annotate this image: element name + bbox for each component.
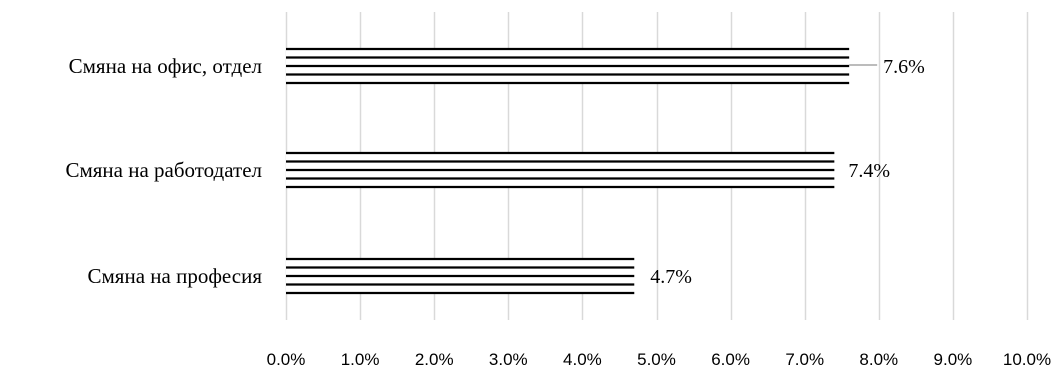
x-tick-label: 0.0% <box>267 350 306 368</box>
x-tick-label: 6.0% <box>711 350 750 368</box>
bar <box>286 257 635 295</box>
category-label: Смяна на работодател <box>65 158 262 182</box>
category-label: Смяна на професия <box>88 264 263 288</box>
data-labels: 7.6% 7.4% 4.7% <box>650 56 925 288</box>
x-tick-label: 7.0% <box>785 350 824 368</box>
bar <box>286 47 850 85</box>
bar <box>286 151 835 189</box>
x-tick-label: 5.0% <box>637 350 676 368</box>
x-tick-label: 10.0% <box>1003 350 1051 368</box>
x-tick-label: 3.0% <box>489 350 528 368</box>
category-labels: Смяна на офис, отдел Смяна на работодател… <box>65 54 262 288</box>
x-tick-label: 4.0% <box>563 350 602 368</box>
x-tick-label: 1.0% <box>341 350 380 368</box>
x-tick-label: 2.0% <box>415 350 454 368</box>
data-label: 7.4% <box>848 160 890 182</box>
bars <box>286 47 850 295</box>
x-tick-label: 9.0% <box>934 350 973 368</box>
category-label: Смяна на офис, отдел <box>69 54 262 78</box>
x-tick-label: 8.0% <box>859 350 898 368</box>
x-axis-tick-labels: 0.0% 1.0% 2.0% 3.0% 4.0% 5.0% 6.0% 7.0% 8.0% 9.0%… <box>267 350 1051 368</box>
data-label: 4.7% <box>650 266 692 288</box>
data-label: 7.6% <box>883 56 925 78</box>
